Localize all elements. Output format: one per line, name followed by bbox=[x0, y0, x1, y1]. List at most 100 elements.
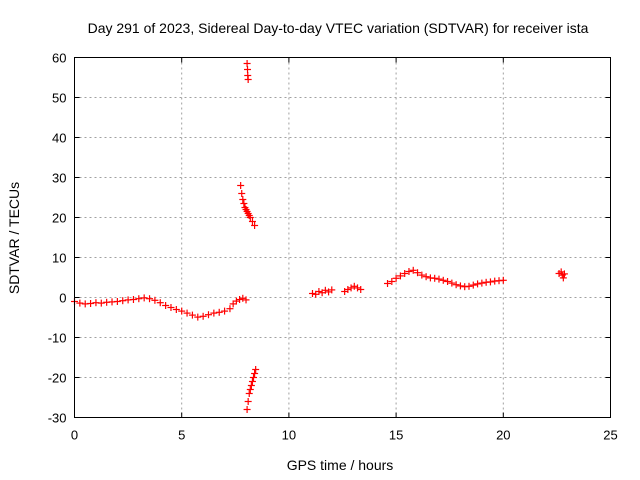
data-point bbox=[251, 370, 259, 377]
data-point bbox=[354, 284, 362, 292]
data-point bbox=[246, 386, 254, 393]
data-point bbox=[392, 274, 400, 282]
data-point bbox=[559, 274, 567, 282]
data-point bbox=[474, 280, 482, 288]
data-point bbox=[448, 279, 456, 287]
data-point bbox=[347, 284, 355, 292]
data-point bbox=[499, 276, 507, 284]
y-tick-labels: -30 -20 -10 0 10 20 30 40 50 60 bbox=[48, 51, 67, 426]
data-point bbox=[167, 304, 175, 311]
data-point bbox=[247, 382, 255, 389]
y-tick-label: 60 bbox=[52, 51, 66, 66]
data-point bbox=[129, 296, 137, 303]
data-point bbox=[465, 282, 473, 290]
data-point bbox=[431, 274, 439, 282]
data-point bbox=[188, 311, 196, 319]
data-point bbox=[244, 66, 252, 73]
data-point bbox=[328, 286, 336, 294]
data-point bbox=[456, 282, 464, 290]
data-point bbox=[226, 305, 234, 313]
data-point bbox=[243, 60, 251, 67]
data-point bbox=[444, 278, 452, 285]
data-point bbox=[97, 299, 105, 307]
x-tick-label: 5 bbox=[178, 428, 185, 443]
data-point bbox=[237, 182, 245, 189]
data-point bbox=[250, 374, 258, 381]
x-tick-label: 25 bbox=[603, 428, 617, 443]
data-point bbox=[210, 309, 218, 317]
data-point bbox=[418, 271, 426, 279]
data-point bbox=[215, 308, 223, 316]
x-tick-label: 10 bbox=[282, 428, 296, 443]
data-point bbox=[242, 296, 250, 304]
data-point bbox=[183, 309, 191, 317]
data-points bbox=[71, 60, 568, 413]
x-axis-label: GPS time / hours bbox=[287, 457, 394, 473]
data-point bbox=[248, 378, 256, 385]
data-point bbox=[135, 295, 143, 303]
y-tick-label: 20 bbox=[52, 211, 66, 226]
data-point bbox=[113, 298, 121, 305]
data-point bbox=[146, 295, 154, 303]
data-point bbox=[396, 272, 404, 280]
data-point bbox=[238, 190, 246, 197]
x-tick-labels: 0 5 10 15 20 25 bbox=[71, 428, 618, 443]
data-point bbox=[245, 390, 253, 397]
data-point bbox=[478, 279, 486, 287]
y-tick-label: -30 bbox=[48, 411, 67, 426]
data-point bbox=[194, 313, 202, 321]
data-point bbox=[405, 268, 413, 275]
x-tick-label: 20 bbox=[496, 428, 510, 443]
y-tick-label: 30 bbox=[52, 171, 66, 186]
y-tick-label: 10 bbox=[52, 251, 66, 266]
data-point bbox=[435, 275, 443, 283]
data-point bbox=[172, 306, 180, 313]
data-point bbox=[244, 76, 252, 83]
data-point bbox=[486, 278, 494, 286]
y-axis-label: SDTVAR / TECUs bbox=[6, 182, 22, 294]
data-point bbox=[205, 311, 212, 319]
data-point bbox=[232, 297, 240, 305]
data-point bbox=[321, 286, 329, 294]
data-point bbox=[156, 299, 164, 307]
x-tick-label: 15 bbox=[389, 428, 403, 443]
data-point bbox=[350, 282, 358, 290]
data-point bbox=[388, 278, 396, 285]
data-point bbox=[151, 296, 159, 304]
data-point bbox=[344, 286, 352, 293]
data-point bbox=[244, 398, 252, 405]
y-tick-label: 40 bbox=[52, 131, 66, 146]
data-point bbox=[119, 297, 127, 305]
chart-title: Day 291 of 2023, Sidereal Day-to-day VTE… bbox=[88, 20, 589, 36]
data-point bbox=[409, 266, 417, 274]
data-point bbox=[178, 307, 186, 315]
data-point bbox=[236, 296, 244, 303]
plot-frame bbox=[74, 57, 611, 418]
data-point bbox=[221, 307, 229, 315]
data-point bbox=[243, 406, 251, 413]
y-tick-label: -10 bbox=[48, 331, 67, 346]
data-point bbox=[87, 300, 95, 307]
data-point bbox=[414, 269, 422, 277]
data-point bbox=[401, 270, 409, 277]
data-point bbox=[162, 302, 170, 309]
axis-ticks bbox=[74, 57, 611, 418]
data-point bbox=[199, 312, 207, 320]
data-point bbox=[439, 276, 447, 284]
data-point bbox=[308, 290, 316, 297]
y-tick-label: 50 bbox=[52, 91, 66, 106]
data-point bbox=[315, 288, 323, 295]
data-point bbox=[357, 286, 365, 293]
data-point bbox=[248, 218, 256, 225]
grid-lines bbox=[74, 57, 611, 418]
data-point bbox=[251, 222, 259, 229]
data-point bbox=[246, 214, 254, 221]
y-tick-label: 0 bbox=[59, 291, 66, 306]
data-point bbox=[252, 366, 260, 373]
data-point bbox=[560, 270, 568, 278]
x-tick-label: 0 bbox=[71, 428, 78, 443]
y-tick-label: -20 bbox=[48, 371, 67, 386]
data-point bbox=[76, 299, 84, 307]
data-point bbox=[452, 281, 460, 289]
